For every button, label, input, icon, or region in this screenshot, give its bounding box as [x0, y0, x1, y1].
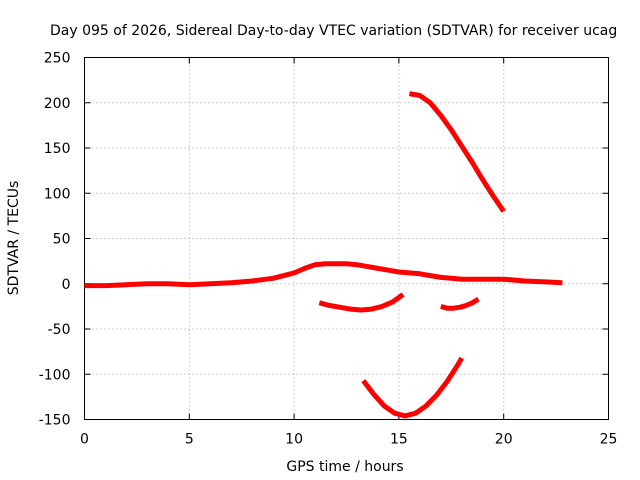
y-tick-label: 250: [44, 51, 71, 67]
series-line-baseline: [84, 261, 563, 289]
x-tick-label: 25: [600, 432, 618, 448]
x-tick-labels: 0 5 10 15 20 25: [80, 432, 617, 448]
y-tick-label: 150: [44, 141, 71, 157]
chart-title: Day 095 of 2026, Sidereal Day-to-day VTE…: [50, 23, 617, 39]
y-tick-label: -100: [39, 367, 71, 383]
x-tick-label: 5: [185, 432, 194, 448]
ticks: [84, 57, 609, 420]
x-axis-title: GPS time / hours: [286, 459, 403, 475]
series-line-arc-dip-mid: [318, 292, 405, 313]
series-line-arc-high: [408, 91, 506, 213]
y-tick-label: 200: [44, 96, 71, 112]
x-tick-label: 20: [495, 432, 513, 448]
y-tick-label: -150: [39, 413, 71, 429]
x-tick-label: 10: [285, 432, 303, 448]
y-tick-label: -50: [48, 322, 71, 338]
grid: [84, 57, 609, 420]
series-line-arc-dip-right: [440, 296, 480, 311]
x-tick-label: 0: [80, 432, 89, 448]
series-line-arc-low: [361, 356, 464, 419]
y-tick-label: 0: [62, 277, 71, 293]
y-tick-labels: -150 -100 -50 0 50 100 150 200 250: [39, 51, 71, 429]
plot-frame: [84, 57, 609, 420]
series-group: [84, 91, 563, 419]
y-tick-label: 100: [44, 186, 71, 202]
x-tick-label: 15: [390, 432, 408, 448]
y-axis-title: SDTVAR / TECUs: [6, 181, 22, 296]
y-tick-label: 50: [53, 232, 71, 248]
